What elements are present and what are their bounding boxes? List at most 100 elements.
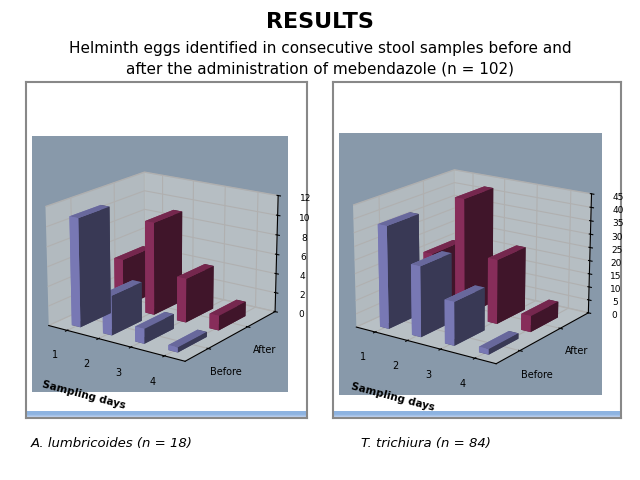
Bar (333, 411, 621, 414)
Bar (26, 411, 307, 414)
Bar (26, 411, 307, 415)
Bar (333, 411, 621, 415)
Bar (26, 412, 307, 415)
Bar (333, 412, 621, 415)
Bar (26, 412, 307, 415)
Bar (26, 412, 307, 416)
Text: A. lumbricoides (n = 18): A. lumbricoides (n = 18) (31, 437, 193, 450)
Bar (26, 413, 307, 417)
Bar (26, 412, 307, 415)
Bar (333, 411, 621, 414)
Bar (333, 414, 621, 418)
Bar (333, 412, 621, 415)
Bar (26, 412, 307, 415)
Bar (26, 411, 307, 415)
Bar (26, 411, 307, 415)
Bar (26, 413, 307, 417)
Bar (333, 412, 621, 416)
Bar (26, 414, 307, 417)
Bar (333, 411, 621, 415)
Bar (26, 411, 307, 414)
Bar (333, 413, 621, 417)
Bar (26, 411, 307, 415)
Bar (333, 414, 621, 418)
Bar (333, 411, 621, 415)
Bar (333, 412, 621, 415)
Bar (333, 413, 621, 416)
Bar (333, 411, 621, 415)
Bar (26, 414, 307, 417)
Bar (333, 413, 621, 416)
Bar (333, 411, 621, 415)
Bar (333, 411, 621, 415)
Bar (26, 413, 307, 417)
Bar (333, 413, 621, 416)
Bar (333, 412, 621, 416)
Bar (333, 412, 621, 416)
Bar (26, 414, 307, 418)
Bar (333, 411, 621, 414)
Bar (26, 414, 307, 417)
Bar (333, 414, 621, 417)
Bar (333, 413, 621, 417)
Bar (26, 414, 307, 417)
Bar (333, 412, 621, 416)
Bar (333, 412, 621, 416)
Bar (26, 413, 307, 417)
Bar (26, 413, 307, 417)
Bar (333, 412, 621, 416)
Bar (333, 413, 621, 417)
Bar (26, 412, 307, 415)
Bar (333, 411, 621, 415)
Bar (26, 412, 307, 416)
Bar (26, 412, 307, 416)
Bar (333, 414, 621, 418)
Bar (333, 413, 621, 416)
Bar (26, 414, 307, 418)
Bar (26, 412, 307, 416)
Bar (26, 411, 307, 415)
Bar (26, 414, 307, 418)
Bar (333, 412, 621, 416)
Bar (333, 414, 621, 417)
Text: Helminth eggs identified in consecutive stool samples before and
after the admin: Helminth eggs identified in consecutive … (68, 41, 572, 77)
Bar (26, 411, 307, 415)
Bar (333, 413, 621, 416)
Bar (333, 412, 621, 416)
Bar (333, 412, 621, 415)
Bar (333, 413, 621, 416)
Bar (333, 412, 621, 415)
Bar (333, 411, 621, 414)
X-axis label: Sampling days: Sampling days (41, 380, 126, 411)
Bar (333, 414, 621, 418)
Bar (333, 412, 621, 416)
Bar (333, 412, 621, 415)
Bar (333, 412, 621, 416)
Bar (26, 413, 307, 416)
Bar (333, 411, 621, 414)
Bar (26, 413, 307, 417)
Bar (333, 414, 621, 417)
Bar (333, 414, 621, 417)
Bar (333, 414, 621, 417)
Bar (333, 412, 621, 415)
Bar (333, 411, 621, 415)
Bar (333, 414, 621, 417)
Bar (333, 412, 621, 416)
Bar (26, 414, 307, 417)
Bar (26, 413, 307, 417)
Bar (26, 411, 307, 415)
Bar (333, 413, 621, 417)
Bar (333, 414, 621, 417)
Bar (333, 413, 621, 416)
Bar (333, 411, 621, 415)
Bar (26, 413, 307, 417)
Bar (333, 414, 621, 418)
Bar (26, 411, 307, 415)
Bar (333, 413, 621, 417)
Bar (26, 414, 307, 417)
Bar (26, 412, 307, 415)
Bar (26, 412, 307, 416)
Bar (26, 412, 307, 416)
Bar (333, 413, 621, 417)
